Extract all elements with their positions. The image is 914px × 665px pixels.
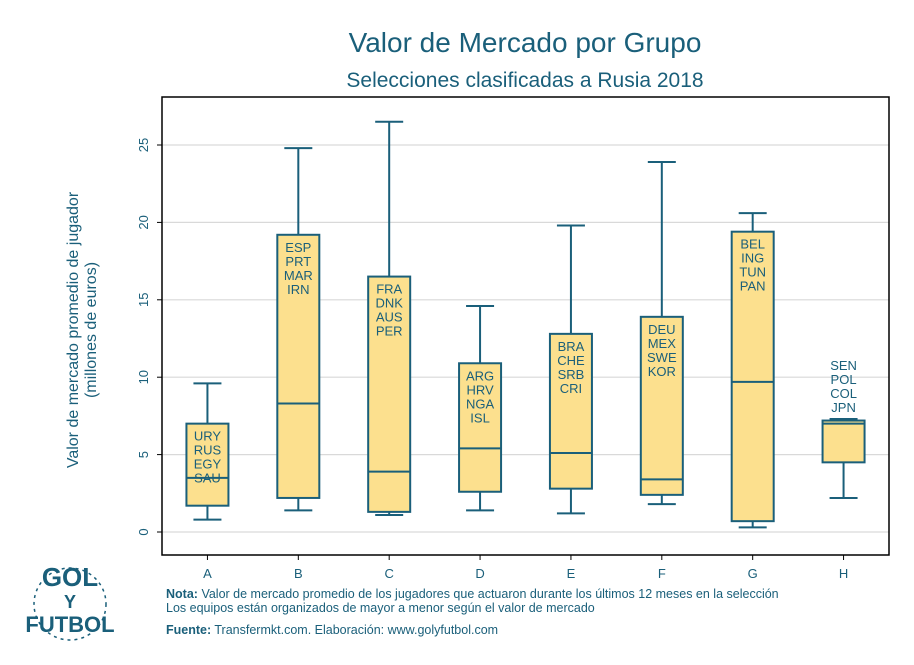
team-label: COL	[830, 386, 857, 401]
boxplot-chart: Valor de Mercado por Grupo Selecciones c…	[65, 27, 890, 580]
team-label: SAU	[194, 471, 221, 486]
box	[730, 230, 775, 523]
note-text-1: Valor de mercado promedio de los jugador…	[201, 587, 779, 601]
team-label: PRT	[285, 254, 311, 269]
y-tick-label: 25	[136, 138, 151, 152]
box	[548, 332, 593, 490]
team-label: PER	[376, 324, 403, 339]
x-tick-label: D	[475, 566, 484, 580]
team-label: HRV	[466, 382, 494, 397]
y-tick-label: 20	[136, 215, 151, 229]
y-axis-label-line2: (millones de euros)	[83, 262, 100, 398]
team-label: MAR	[284, 268, 313, 283]
plot-frame	[161, 96, 890, 556]
team-label: NGA	[466, 396, 495, 411]
logo-word-y: Y	[64, 592, 76, 612]
team-label: DNK	[375, 296, 403, 311]
box	[276, 233, 321, 499]
team-label: CRI	[560, 381, 582, 396]
x-tick-label: E	[567, 566, 576, 580]
plot-area: 0510152025URYRUSEGYSAUAESPPRTMARIRNBFRAD…	[136, 120, 889, 580]
x-tick-label: A	[203, 566, 212, 580]
y-axis-label-line1: Valor de mercado promedio de jugador	[65, 191, 82, 468]
team-label: CHE	[557, 353, 585, 368]
x-tick-label: G	[748, 566, 758, 580]
y-tick-label: 5	[136, 451, 151, 458]
note-text-2: Los equipos están organizados de mayor a…	[166, 601, 595, 615]
x-tick-label: B	[294, 566, 303, 580]
team-label: SRB	[558, 367, 585, 382]
team-label: JPN	[831, 400, 856, 415]
logo-word-futbol: FUTBOL	[25, 612, 114, 637]
team-label: ISL	[470, 410, 490, 425]
x-tick-label: F	[658, 566, 666, 580]
y-tick-label: 0	[136, 528, 151, 535]
team-label: FRA	[376, 282, 402, 297]
logo-word-gol: GOL	[42, 562, 98, 592]
team-label: RUS	[194, 443, 222, 458]
box	[639, 315, 684, 496]
box	[821, 419, 866, 464]
chart-title: Valor de Mercado por Grupo	[349, 27, 702, 58]
team-label: ING	[741, 251, 764, 266]
team-label: MEX	[648, 336, 677, 351]
team-label: DEU	[648, 322, 675, 337]
source-text: Transfermkt.com. Elaboración: www.golyfu…	[214, 623, 499, 637]
footnote: Nota: Valor de mercado promedio de los j…	[166, 587, 896, 615]
source-line: Fuente: Transfermkt.com. Elaboración: ww…	[166, 623, 498, 637]
team-label: EGY	[194, 457, 222, 472]
box	[185, 422, 230, 507]
team-label: KOR	[648, 364, 676, 379]
team-label: POL	[831, 372, 857, 387]
note-line1: Nota: Valor de mercado promedio de los j…	[166, 587, 896, 601]
note-label: Nota:	[166, 587, 198, 601]
team-label: BRA	[558, 339, 585, 354]
team-label: IRN	[287, 282, 309, 297]
y-tick-label: 10	[136, 370, 151, 384]
chart-subtitle: Selecciones clasificadas a Rusia 2018	[346, 69, 703, 92]
gol-y-futbol-logo: GOL Y FUTBOL	[25, 562, 115, 641]
team-label: ARG	[466, 368, 494, 383]
team-label: BEL	[740, 237, 765, 252]
x-tick-label: H	[839, 566, 848, 580]
box	[367, 275, 412, 513]
y-axis-label: Valor de mercado promedio de jugador (mi…	[65, 191, 100, 468]
box	[458, 362, 503, 493]
y-tick-label: 15	[136, 293, 151, 307]
team-label: SWE	[647, 350, 677, 365]
team-label: AUS	[376, 310, 403, 325]
source-label: Fuente:	[166, 623, 212, 637]
team-label: ESP	[285, 240, 311, 255]
team-label: SEN	[830, 358, 857, 373]
logo-ring	[33, 567, 107, 641]
team-label: PAN	[740, 279, 766, 294]
team-label: URY	[194, 429, 222, 444]
team-label: TUN	[739, 265, 766, 280]
x-tick-label: C	[384, 566, 393, 580]
